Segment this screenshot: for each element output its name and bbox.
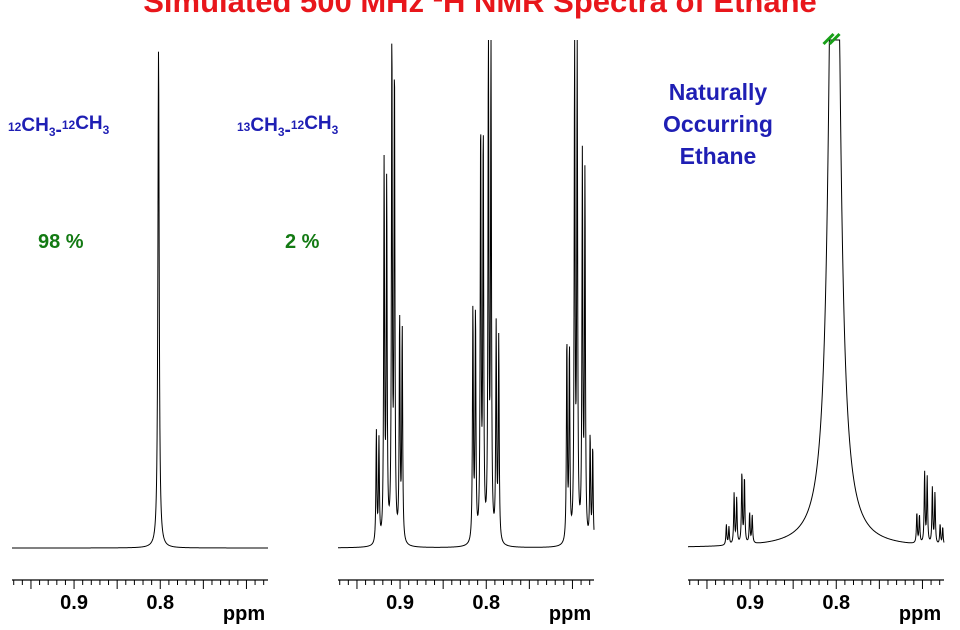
label-part: - (285, 120, 291, 141)
label-part: 12 (8, 120, 22, 134)
label-part: - (56, 120, 62, 141)
x-tick-label: 0.8 (822, 592, 850, 614)
sample-label-line: Ethane (680, 143, 757, 169)
spectrum-panel-3: 0.9 0.8 ppm Naturally Occurring Ethane (663, 32, 945, 625)
label-part: CH (304, 113, 331, 134)
spectrum-trace (687, 39, 945, 548)
isotopologue-label: 13CH3-12CH3 (237, 113, 339, 141)
sample-label-line: Occurring (663, 111, 773, 137)
abundance-percent: 98 % (38, 231, 84, 253)
spectrum-trace (12, 51, 268, 549)
chart-title: Simulated 500 MHz ¹H NMR Spectra of Etha… (143, 0, 817, 19)
label-part: 12 (62, 118, 76, 132)
label-part: CH (21, 115, 48, 136)
label-part: 3 (49, 125, 56, 139)
x-axis-unit: ppm (223, 603, 265, 625)
label-part: 12 (291, 118, 305, 132)
x-axis-unit: ppm (899, 603, 941, 625)
abundance-percent: 2 % (285, 231, 320, 253)
break-mark-line (828, 32, 841, 46)
x-tick-label: 0.9 (386, 592, 414, 614)
label-part: CH (250, 115, 277, 136)
x-tick-label: 0.9 (60, 592, 88, 614)
spectrum-trace (337, 39, 595, 549)
isotopologue-label: 12CH3-12CH3 (8, 113, 110, 141)
label-part: 3 (278, 125, 285, 139)
x-tick-label: 0.8 (472, 592, 500, 614)
break-mark-line (822, 32, 835, 46)
x-axis-unit: ppm (549, 603, 591, 625)
x-tick-label: 0.8 (146, 592, 174, 614)
label-part: 3 (332, 123, 339, 137)
sample-label-line: Naturally (669, 79, 768, 105)
label-part: CH (75, 113, 102, 134)
label-part: 13 (237, 120, 251, 134)
label-part: 3 (103, 123, 110, 137)
x-tick-label: 0.9 (736, 592, 764, 614)
